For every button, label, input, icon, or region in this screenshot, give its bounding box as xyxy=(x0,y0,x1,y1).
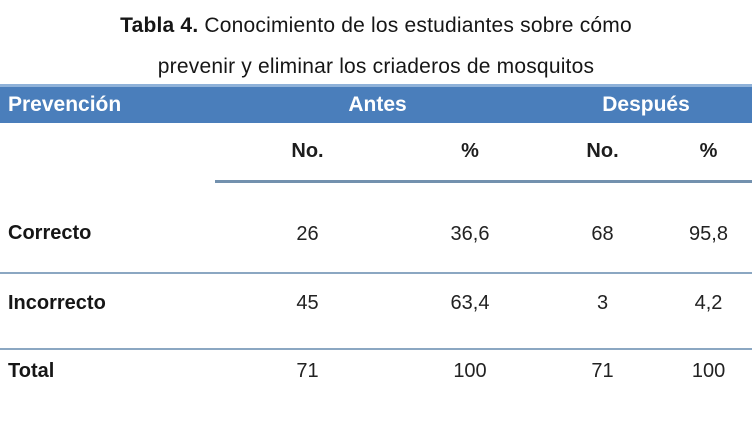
subheader-row: No. % No. % xyxy=(0,123,752,183)
subheader-no-despues: No. xyxy=(540,123,666,183)
cell-despues-pct: 4,2 xyxy=(665,273,752,350)
col-group-despues: Después xyxy=(540,84,752,123)
subheader-pct-antes: % xyxy=(400,123,541,183)
cell-despues-pct: 100 xyxy=(665,349,752,424)
cell-antes-no: 26 xyxy=(215,181,400,274)
cell-antes-pct: 100 xyxy=(400,349,541,424)
table-caption-text1: Conocimiento de los estudiantes sobre có… xyxy=(204,14,632,37)
table-caption-line1: Tabla 4. Conocimiento de los estudiantes… xyxy=(0,5,752,46)
cell-despues-no: 71 xyxy=(540,349,666,424)
row-label: Incorrecto xyxy=(0,273,215,350)
header-row: Prevención Antes Después xyxy=(0,84,752,123)
cell-antes-pct: 36,6 xyxy=(400,181,541,274)
table-row-total: Total 71 100 71 100 xyxy=(0,349,752,424)
subheader-spacer xyxy=(0,123,215,182)
table-row-correcto: Correcto 26 36,6 68 95,8 xyxy=(0,181,752,274)
table-caption-text2: prevenir y eliminar los criaderos de mos… xyxy=(157,55,595,78)
data-table: Prevención Antes Después No. % No. % Cor… xyxy=(0,84,752,424)
cell-despues-pct: 95,8 xyxy=(665,181,752,274)
table-caption-label: Tabla 4. xyxy=(120,14,199,37)
col-header-prevencion: Prevención xyxy=(0,84,215,123)
row-label: Correcto xyxy=(0,181,215,274)
cell-despues-no: 3 xyxy=(540,273,666,350)
cell-antes-pct: 63,4 xyxy=(400,273,541,350)
subheader-pct-despues: % xyxy=(665,123,752,183)
cell-antes-no: 71 xyxy=(215,349,400,424)
row-label: Total xyxy=(0,349,215,424)
subheader-no-antes: No. xyxy=(215,123,400,183)
cell-antes-no: 45 xyxy=(215,273,400,350)
col-group-antes: Antes xyxy=(215,84,541,123)
table-caption: Tabla 4. Conocimiento de los estudiantes… xyxy=(0,0,752,84)
table-row-incorrecto: Incorrecto 45 63,4 3 4,2 xyxy=(0,273,752,350)
cell-despues-no: 68 xyxy=(540,181,666,274)
